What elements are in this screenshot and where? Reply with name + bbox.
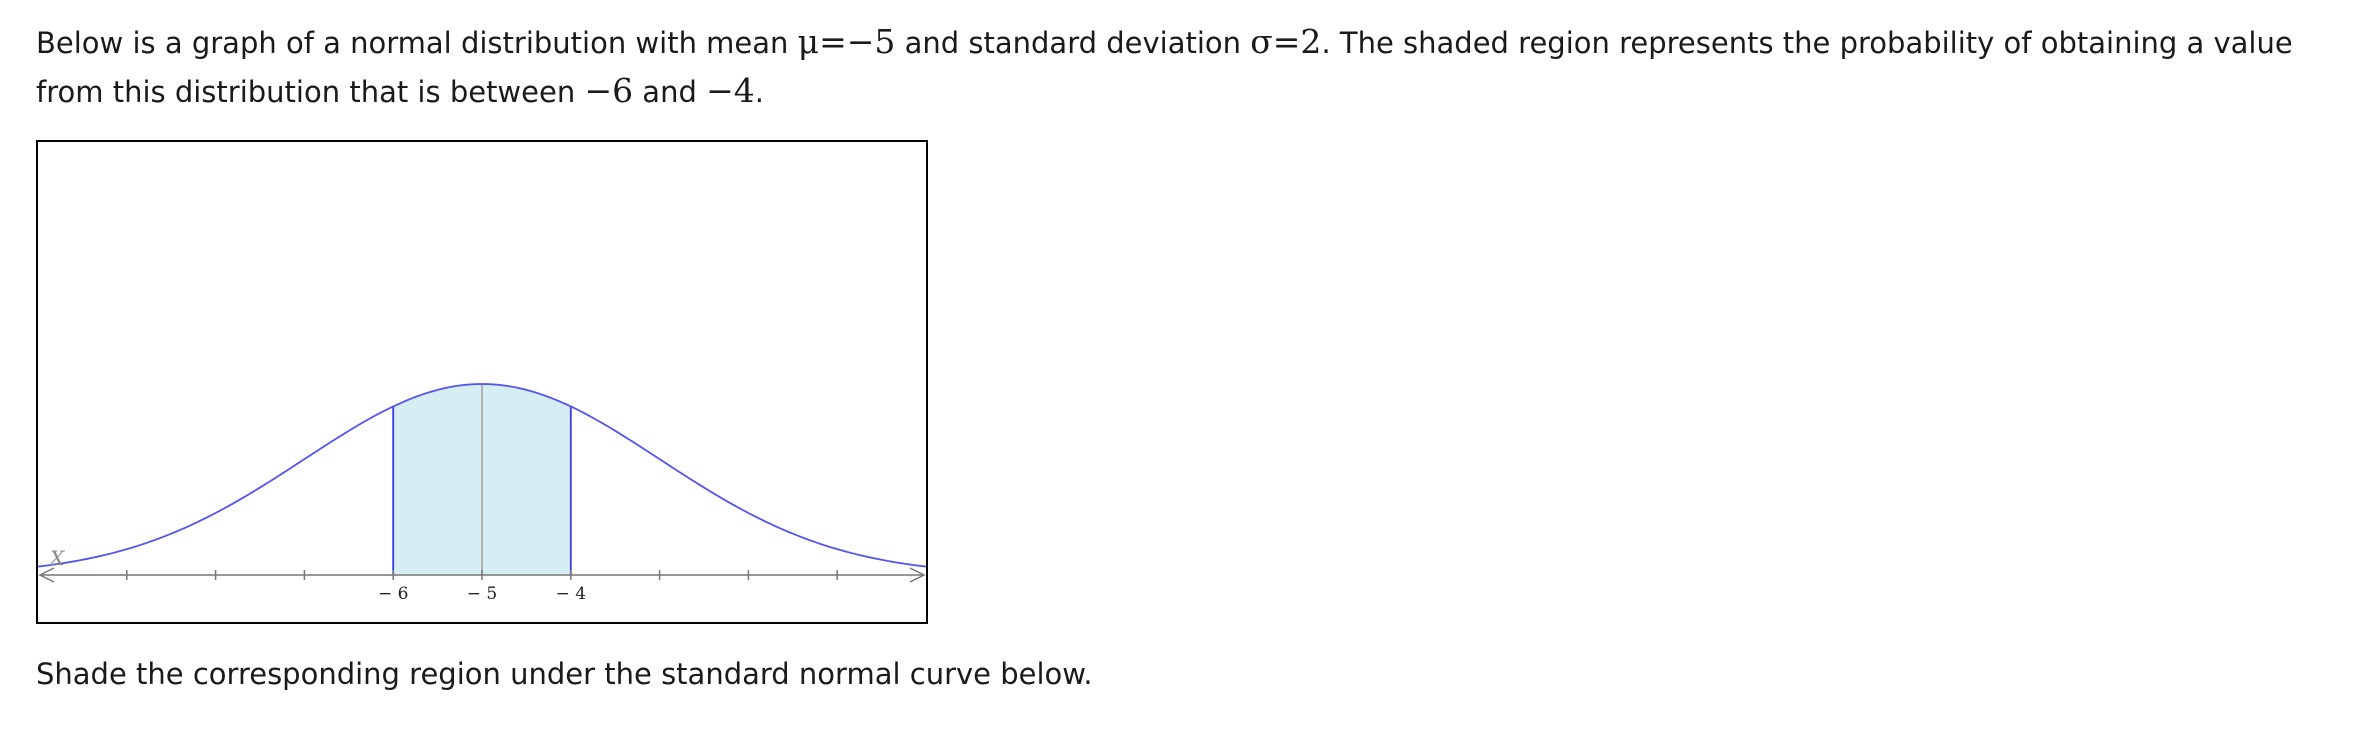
tick-label: − 5 [467,584,497,604]
question-text: Below is a graph of a normal distributio… [36,18,2336,116]
tick-label: − 6 [378,584,408,604]
normal-distribution-graph: − 6 − 5 − 4 X [36,140,928,624]
normal-curve-svg: − 6 − 5 − 4 X [38,383,926,604]
intro-part-3: . The shaded region represents the proba… [36,26,2293,109]
intro-part-2: and standard deviation [895,26,1251,60]
lower-bound-expression: −6 [584,71,634,110]
tick-label: − 4 [556,584,586,604]
axis-variable-label: X [48,546,65,570]
intro-part-4: and [633,75,707,109]
curve-layer [38,383,926,568]
intro-part-1: Below is a graph of a normal distributio… [36,26,798,60]
mean-expression: μ=−5 [797,22,896,61]
axis-layer [38,567,926,583]
axis-right-arrow [909,567,926,583]
sd-expression: σ=2 [1250,22,1322,61]
intro-part-5: . [754,75,764,109]
upper-bound-expression: −4 [706,71,755,110]
normal-curve [38,383,926,568]
axis-left-arrow [38,567,55,583]
instruction-text: Shade the corresponding region under the… [36,657,1093,691]
shade-layer [392,384,572,575]
label-layer: − 6 − 5 − 4 X [48,546,586,604]
